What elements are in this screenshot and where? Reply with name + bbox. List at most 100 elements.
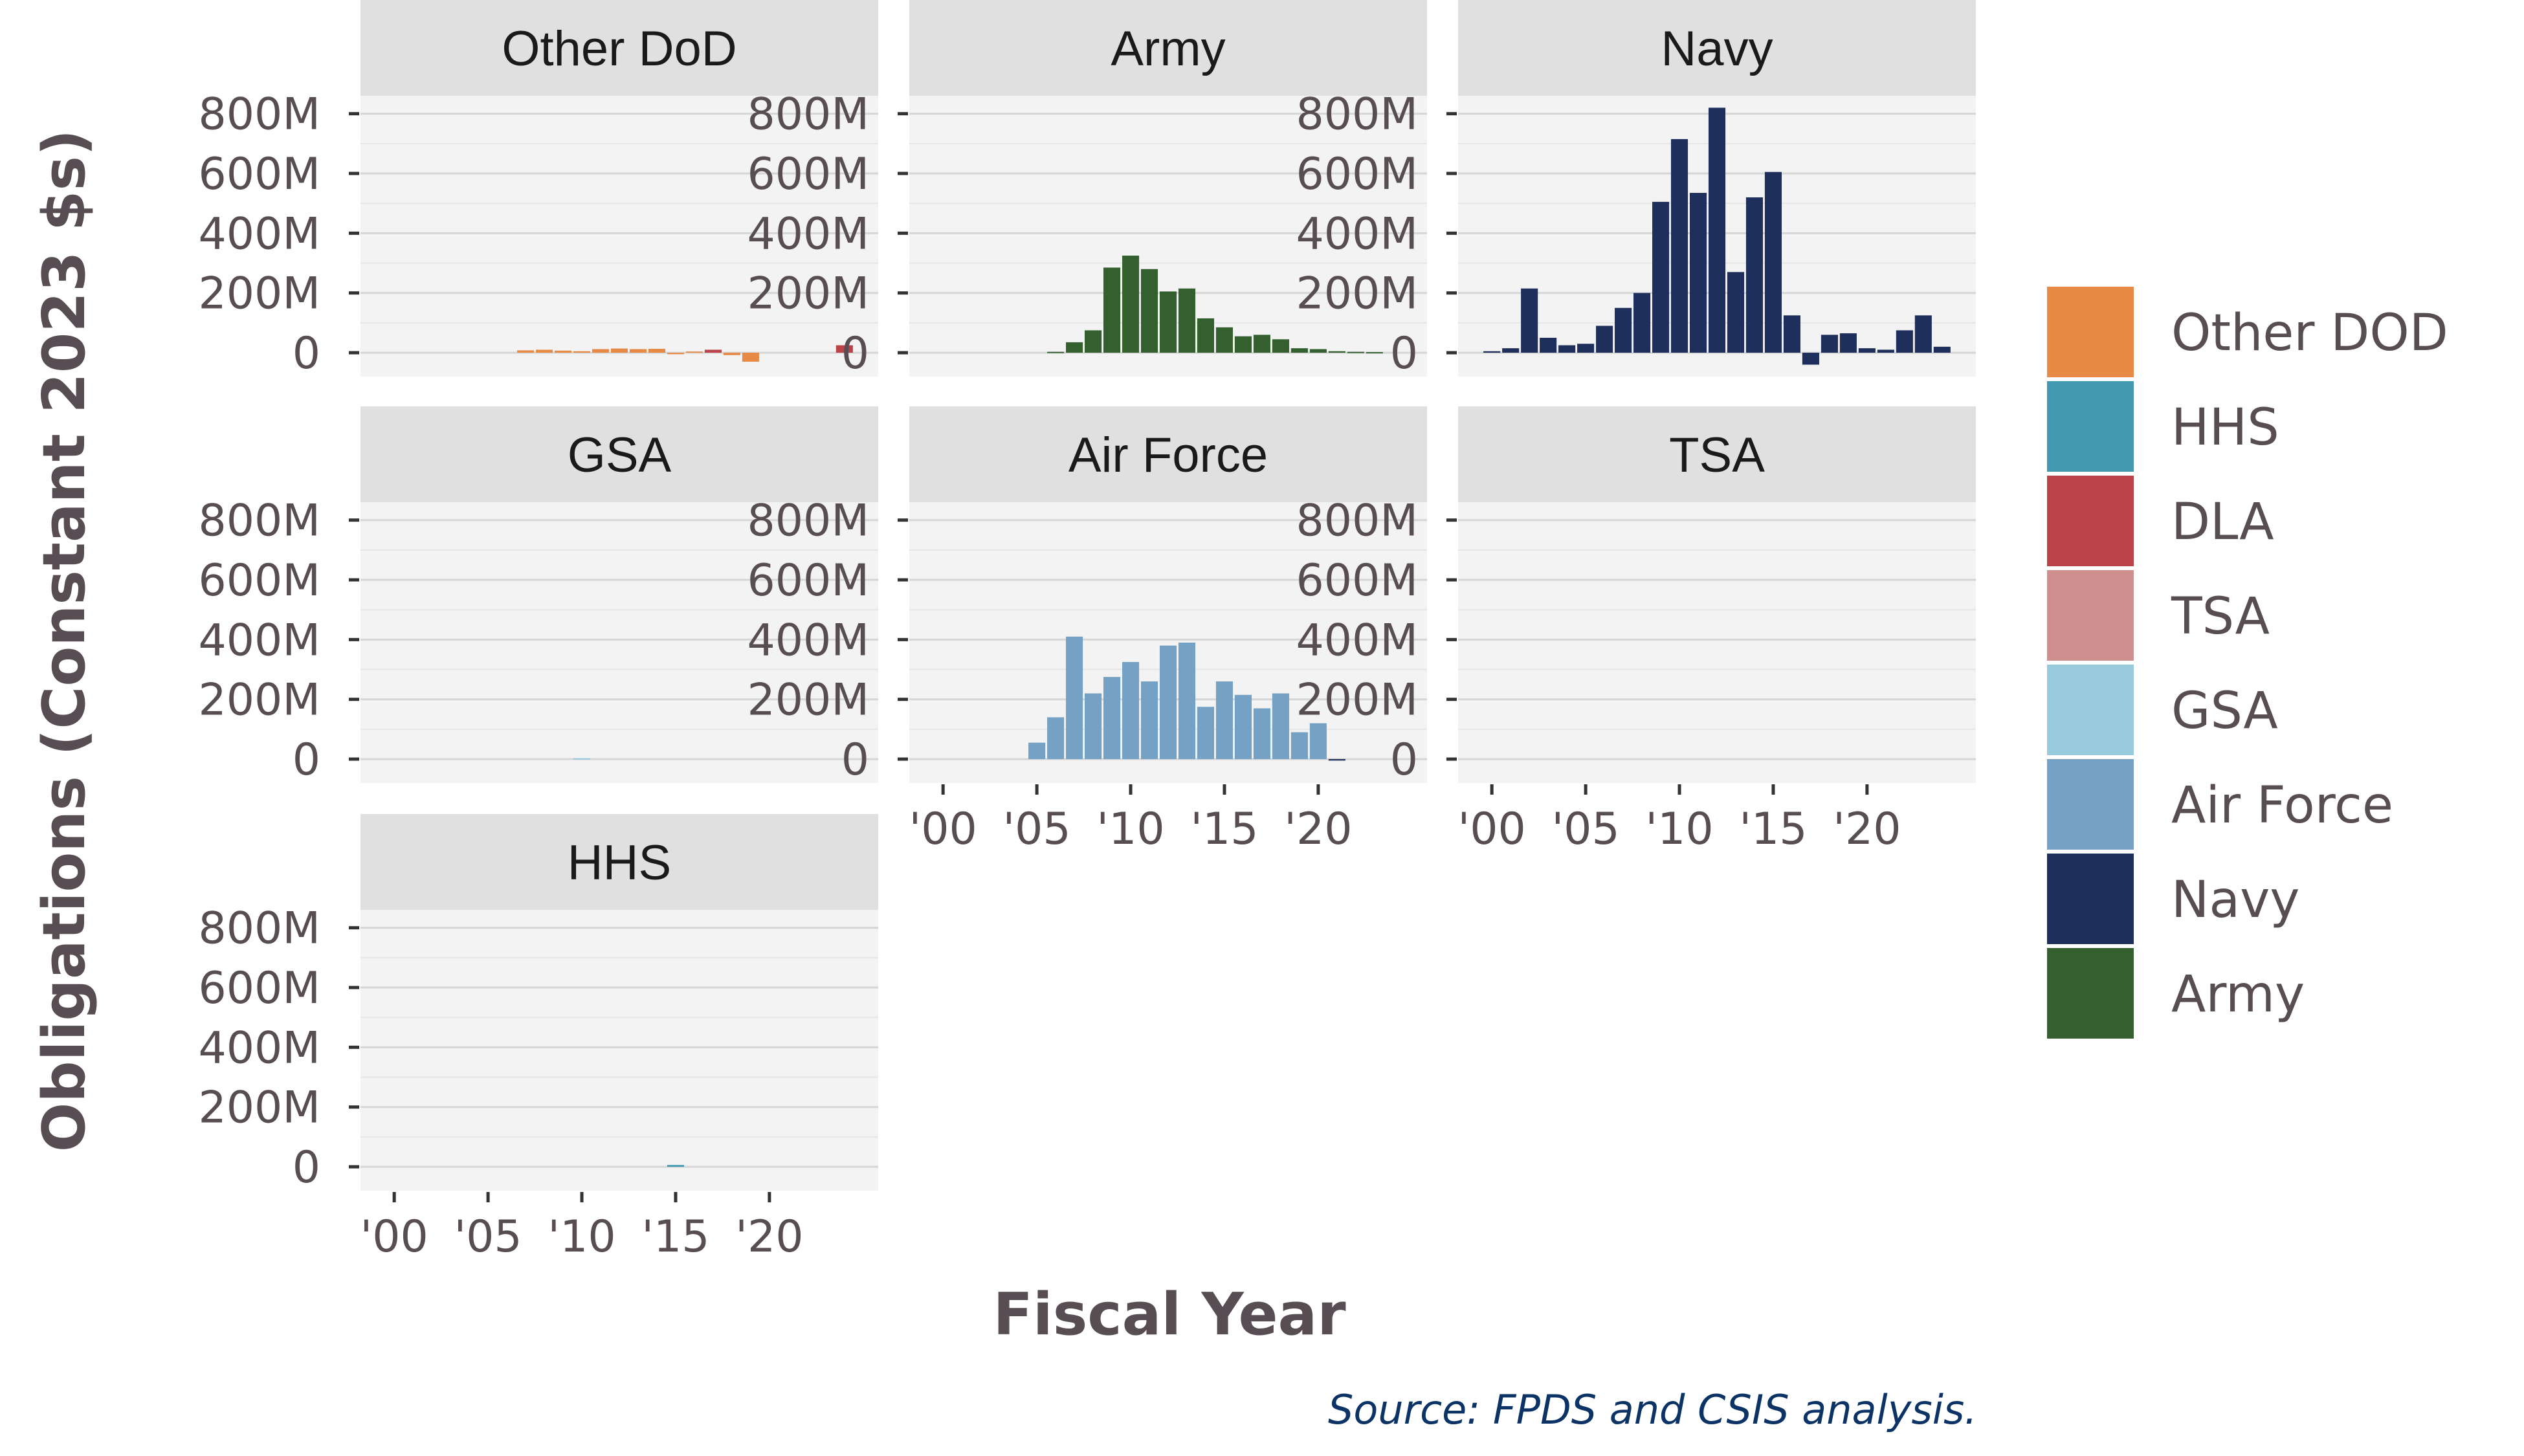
bar-air-force-2014 xyxy=(1197,707,1215,760)
y-tick-label: 400M xyxy=(199,1022,320,1074)
bar-navy-2017 xyxy=(1802,353,1819,365)
y-tick-label: 800M xyxy=(747,496,869,547)
panel-background-tsa xyxy=(1458,502,1976,783)
legend-label-dla: DLA xyxy=(2171,493,2274,551)
y-tick-label: 600M xyxy=(1296,149,1418,200)
bar-navy-2011 xyxy=(1689,193,1707,353)
legend-label-other-dod: Other DOD xyxy=(2171,304,2448,362)
legend-key-other-dod xyxy=(2043,283,2138,381)
facet-title-air-force: Air Force xyxy=(1068,428,1268,483)
bars-gsa xyxy=(573,758,591,760)
bar-other-dod-2009 xyxy=(555,350,572,353)
bar-other-dod-2019 xyxy=(742,353,759,362)
y-tick-label: 200M xyxy=(199,269,320,320)
facets-layer: Other DoD 0 200M 400M 600M 800M Army 0 200M 400M 6… xyxy=(199,0,1976,1263)
x-tick-label: '20 xyxy=(1833,804,1901,855)
bar-army-2008 xyxy=(1085,330,1102,353)
bar-other-dod-2007 xyxy=(517,350,535,353)
bar-gsa-2010 xyxy=(573,758,591,760)
x-tick-label: '00 xyxy=(360,1211,428,1263)
bar-navy-2016 xyxy=(1783,315,1800,353)
bar-navy-2007 xyxy=(1615,307,1632,353)
x-tick-label: '20 xyxy=(735,1211,803,1263)
bar-navy-2021 xyxy=(1877,349,1894,353)
facet-strip-army xyxy=(909,0,1427,96)
y-tick-label: 600M xyxy=(747,555,869,606)
bar-army-2012 xyxy=(1159,291,1177,353)
y-tick-label: 400M xyxy=(747,208,869,259)
y-tick-label: 600M xyxy=(199,963,320,1014)
x-tick-label: '05 xyxy=(1551,804,1619,855)
y-tick-label: 400M xyxy=(1296,615,1418,666)
facet-title-tsa: TSA xyxy=(1669,428,1765,483)
bar-air-force-2005 xyxy=(1028,742,1046,760)
y-tick-label: 800M xyxy=(1296,496,1418,547)
bar-army-2006 xyxy=(1047,351,1065,353)
legend-label-army: Army xyxy=(2171,965,2305,1024)
x-tick-label: '00 xyxy=(909,804,977,855)
bar-navy-2024 xyxy=(1933,346,1951,353)
bar-navy-2003 xyxy=(1540,337,1557,353)
facet-title-gsa: GSA xyxy=(568,428,672,483)
facet-strip-air-force xyxy=(909,406,1427,502)
y-tick-label: 600M xyxy=(747,149,869,200)
bar-navy-2014 xyxy=(1745,197,1764,353)
x-tick-label: '10 xyxy=(1096,804,1164,855)
legend-label-navy: Navy xyxy=(2171,871,2299,929)
bar-navy-2020 xyxy=(1858,348,1876,353)
facet-air-force: Air Force 0 200M 400M 600M 800M '00 '05 '10 '15 '2… xyxy=(747,406,1427,855)
bar-other-dod-2017 xyxy=(704,349,722,353)
bar-air-force-2008 xyxy=(1085,693,1102,760)
bar-navy-2019 xyxy=(1839,333,1857,353)
bars-hhs xyxy=(667,1165,684,1167)
bar-other-dod-2012 xyxy=(610,348,628,353)
facet-title-hhs: HHS xyxy=(568,835,671,890)
bar-air-force-2015 xyxy=(1215,681,1233,760)
bar-other-dod-2013 xyxy=(629,349,647,353)
legend-key-tsa xyxy=(2043,566,2138,665)
legend-label-hhs: HHS xyxy=(2171,399,2279,457)
source-caption: Source: FPDS and CSIS analysis. xyxy=(1328,1386,1977,1433)
bar-army-2018 xyxy=(1272,339,1289,353)
y-tick-label: 800M xyxy=(199,903,320,954)
y-tick-label: 0 xyxy=(293,1142,320,1193)
gridlines-hhs xyxy=(360,927,878,1168)
legend-label-gsa: GSA xyxy=(2171,682,2278,740)
x-tick-label: '10 xyxy=(1645,804,1713,855)
facet-strip-tsa xyxy=(1458,406,1976,502)
bar-air-force-2010 xyxy=(1122,662,1140,760)
legend-key-gsa xyxy=(2043,661,2138,759)
x-tick-label: '20 xyxy=(1284,804,1352,855)
y-tick-label: 400M xyxy=(1296,208,1418,259)
bar-other-dod-2014 xyxy=(648,349,666,353)
bar-other-dod-2016 xyxy=(685,351,703,353)
legend-key-army xyxy=(2043,944,2138,1042)
bar-navy-2015 xyxy=(1764,171,1782,353)
bar-army-2011 xyxy=(1140,269,1158,353)
x-axis-title: Fiscal Year xyxy=(993,1281,1346,1349)
bar-air-force-2013 xyxy=(1178,643,1196,760)
y-tick-label: 200M xyxy=(199,675,320,726)
y-tick-label: 800M xyxy=(747,89,869,140)
bar-army-2013 xyxy=(1178,288,1196,353)
facet-title-navy: Navy xyxy=(1661,21,1773,76)
y-tick-label: 400M xyxy=(199,615,320,666)
bar-air-force-2011 xyxy=(1140,681,1158,760)
y-tick-label: 400M xyxy=(747,615,869,666)
bar-air-force-2006 xyxy=(1047,717,1065,760)
bar-navy-2010 xyxy=(1670,138,1688,353)
bar-army-2007 xyxy=(1066,342,1083,353)
y-tick-label: 600M xyxy=(199,555,320,606)
x-tick-label: '00 xyxy=(1458,804,1526,855)
bars-army xyxy=(1047,256,1383,354)
bar-navy-2022 xyxy=(1896,330,1913,353)
bar-air-force-2012 xyxy=(1159,645,1177,760)
bar-navy-2006 xyxy=(1596,325,1613,353)
y-tick-label: 200M xyxy=(1296,675,1418,726)
bar-navy-2004 xyxy=(1558,345,1576,353)
bar-other-dod-2010 xyxy=(573,351,591,353)
bar-navy-2009 xyxy=(1652,201,1670,353)
bar-navy-2000 xyxy=(1483,351,1501,353)
bar-army-2016 xyxy=(1234,336,1252,353)
bar-army-2023 xyxy=(1366,352,1383,354)
